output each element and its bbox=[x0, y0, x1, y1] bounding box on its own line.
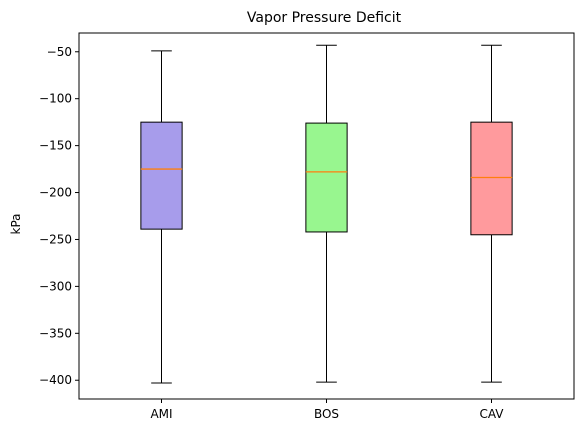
x-tick-label: CAV bbox=[479, 407, 504, 421]
y-tick-label: −350 bbox=[39, 326, 72, 340]
chart-title: Vapor Pressure Deficit bbox=[247, 10, 402, 26]
x-tick-label: BOS bbox=[314, 407, 339, 421]
y-tick-label: −300 bbox=[39, 279, 72, 293]
y-axis-label: kPa bbox=[9, 214, 23, 235]
box-cav bbox=[470, 44, 513, 383]
x-tick-label: AMI bbox=[150, 407, 172, 421]
y-tick-label: −50 bbox=[47, 45, 72, 59]
y-tick-label: −150 bbox=[39, 139, 72, 153]
iqr-box bbox=[140, 121, 183, 230]
y-tick-label: −200 bbox=[39, 186, 72, 200]
y-tick-label: −100 bbox=[39, 92, 72, 106]
y-axis: −50 −100 −150 −200 −250 −300 −350 −400 bbox=[39, 45, 79, 387]
iqr-box bbox=[470, 121, 513, 236]
y-tick-label: −400 bbox=[39, 373, 72, 387]
box-ami bbox=[140, 50, 183, 384]
boxes-layer bbox=[140, 44, 513, 384]
y-tick-label: −250 bbox=[39, 232, 72, 246]
box-bos bbox=[305, 44, 348, 383]
x-axis: AMI BOS CAV bbox=[150, 399, 504, 421]
iqr-box bbox=[305, 122, 348, 233]
